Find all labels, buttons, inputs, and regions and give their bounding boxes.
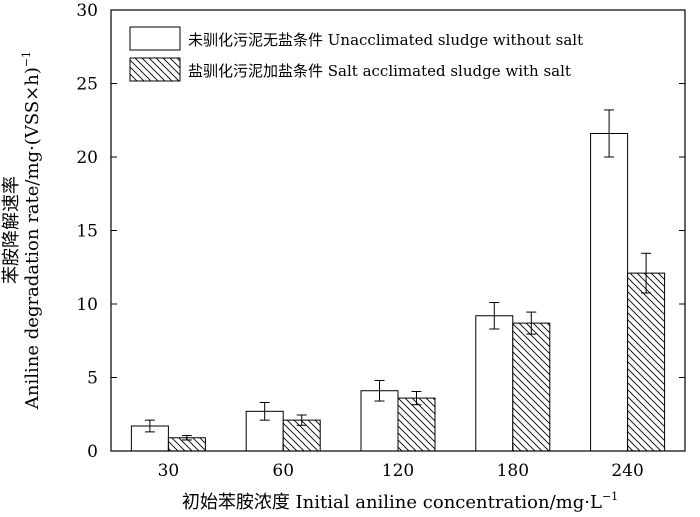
y-tick-label-5: 5 [87, 369, 98, 389]
error-bar-s2-240 [641, 252, 652, 294]
error-bar-s2-180 [526, 311, 537, 335]
bar-s1-240 [590, 132, 629, 452]
y-axis-title-line1: 苯胺降解速率 [1, 176, 22, 284]
error-bar-s2-60 [296, 414, 307, 426]
x-tick-label-60: 60 [272, 461, 294, 481]
error-bar-s1-30 [144, 419, 155, 433]
y-axis-title-line2-sup: −1 [20, 51, 33, 67]
legend-label-acclimated: 盐驯化污泥加盐条件 Salt acclimated sludge with sa… [188, 62, 571, 80]
y-tick-label-25: 25 [76, 75, 98, 95]
y-axis: 0 5 10 15 20 25 30 [76, 1, 685, 462]
error-bar-s1-240 [604, 109, 615, 158]
bar-s2-240 [627, 272, 666, 452]
x-axis-title-text: 初始苯胺浓度 Initial aniline concentration/mg·… [182, 492, 602, 513]
x-tick-label-120: 120 [382, 461, 414, 481]
y-tick-label-10: 10 [76, 295, 98, 315]
legend: 未驯化污泥无盐条件 Unacclimated sludge without sa… [129, 26, 583, 82]
bar-s1-180 [475, 315, 514, 452]
legend-swatch-unacclimated [129, 26, 181, 51]
x-axis: 30 60 120 180 240 [158, 445, 644, 481]
y-tick-label-30: 30 [76, 1, 98, 21]
error-bar-s2-30 [181, 435, 192, 441]
y-axis-title-line2-text: Aniline degradation rate/mg·(VSS×h) [22, 67, 43, 410]
x-tick-label-180: 180 [497, 461, 529, 481]
y-axis-title-line2: Aniline degradation rate/mg·(VSS×h)−1 [20, 51, 43, 410]
x-tick-label-240: 240 [611, 461, 643, 481]
y-tick-label-0: 0 [87, 442, 98, 462]
bar-s2-120 [397, 397, 436, 452]
bars-layer [130, 132, 666, 452]
legend-label-unacclimated: 未驯化污泥无盐条件 Unacclimated sludge without sa… [188, 31, 583, 49]
error-bar-s2-120 [411, 390, 422, 406]
error-bar-s1-120 [374, 379, 385, 402]
y-axis-title: 苯胺降解速率 Aniline degradation rate/mg·(VSS×… [1, 51, 43, 410]
y-tick-label-15: 15 [76, 222, 98, 242]
y-tick-label-20: 20 [76, 148, 98, 168]
legend-swatch-acclimated [129, 57, 181, 82]
error-bar-s1-60 [259, 401, 270, 421]
x-tick-label-30: 30 [158, 461, 180, 481]
error-bars-layer [144, 109, 652, 441]
bar-s2-180 [512, 322, 551, 452]
error-bar-s1-180 [489, 302, 500, 330]
x-axis-title-sup: −1 [602, 490, 618, 503]
x-axis-title: 初始苯胺浓度 Initial aniline concentration/mg·… [182, 490, 618, 513]
